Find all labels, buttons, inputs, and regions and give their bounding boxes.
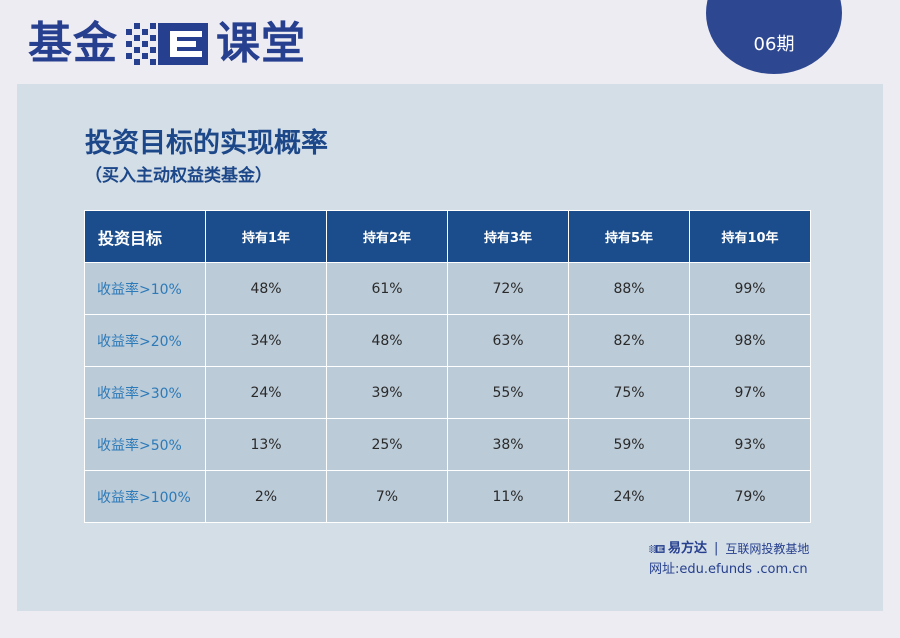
row-label: 收益率>20% — [84, 314, 206, 367]
table-row: 收益率>30% 24% 39% 55% 75% 97% — [84, 366, 811, 419]
issue-label: 06期 — [753, 34, 795, 55]
header-cell: 投资目标 — [84, 210, 206, 263]
header-cell: 持有10年 — [689, 210, 811, 263]
table-cell: 34% — [205, 314, 327, 367]
table-cell: 48% — [326, 314, 448, 367]
table-cell: 39% — [326, 366, 448, 419]
table-cell: 93% — [689, 418, 811, 471]
table-cell: 24% — [568, 470, 690, 523]
row-label: 收益率>10% — [84, 262, 206, 315]
footer-brand: 易方达 | 互联网投教基地 — [649, 540, 809, 558]
table-cell: 11% — [447, 470, 569, 523]
table-cell: 24% — [205, 366, 327, 419]
table-cell: 75% — [568, 366, 690, 419]
brand-title-part1: 基金 — [28, 18, 118, 69]
table-cell: 82% — [568, 314, 690, 367]
row-label: 收益率>30% — [84, 366, 206, 419]
table-row: 收益率>50% 13% 25% 38% 59% 93% — [84, 418, 811, 471]
table-cell: 7% — [326, 470, 448, 523]
table-row: 收益率>10% 48% 61% 72% 88% 99% — [84, 262, 811, 315]
table-cell: 48% — [205, 262, 327, 315]
table-cell: 88% — [568, 262, 690, 315]
footer-url: 网址:edu.efunds .com.cn — [649, 562, 808, 577]
table-cell: 99% — [689, 262, 811, 315]
footer-brand-name: 易方达 — [668, 541, 708, 556]
table-cell: 55% — [447, 366, 569, 419]
row-label: 收益率>50% — [84, 418, 206, 471]
efunds-e-logo-icon — [126, 23, 208, 65]
header-cell: 持有2年 — [326, 210, 448, 263]
header-cell: 持有1年 — [205, 210, 327, 263]
table-cell: 2% — [205, 470, 327, 523]
row-label: 收益率>100% — [84, 470, 206, 523]
card-title: 投资目标的实现概率 — [85, 128, 328, 159]
footer-separator: | — [714, 541, 719, 556]
table-cell: 98% — [689, 314, 811, 367]
brand-title-part2: 课堂 — [216, 18, 306, 69]
table-cell: 13% — [205, 418, 327, 471]
footer-slogan: 互联网投教基地 — [725, 542, 810, 556]
content-card: 投资目标的实现概率 （买入主动权益类基金） 投资目标 持有1年 持有2年 持有3… — [17, 84, 883, 611]
table-row: 收益率>20% 34% 48% 63% 82% 98% — [84, 314, 811, 367]
card-subtitle: （买入主动权益类基金） — [85, 166, 272, 186]
efunds-e-logo-icon — [649, 545, 665, 553]
table-cell: 72% — [447, 262, 569, 315]
probability-table: 投资目标 持有1年 持有2年 持有3年 持有5年 持有10年 收益率>10% 4… — [84, 210, 811, 523]
brand-header: 基金 课堂 — [28, 14, 306, 74]
header-cell: 持有5年 — [568, 210, 690, 263]
table-cell: 59% — [568, 418, 690, 471]
table-cell: 25% — [326, 418, 448, 471]
table-cell: 63% — [447, 314, 569, 367]
table-header-row: 投资目标 持有1年 持有2年 持有3年 持有5年 持有10年 — [84, 210, 811, 263]
table-cell: 61% — [326, 262, 448, 315]
table-cell: 79% — [689, 470, 811, 523]
table-cell: 38% — [447, 418, 569, 471]
table-row: 收益率>100% 2% 7% 11% 24% 79% — [84, 470, 811, 523]
table-cell: 97% — [689, 366, 811, 419]
header-cell: 持有3年 — [447, 210, 569, 263]
